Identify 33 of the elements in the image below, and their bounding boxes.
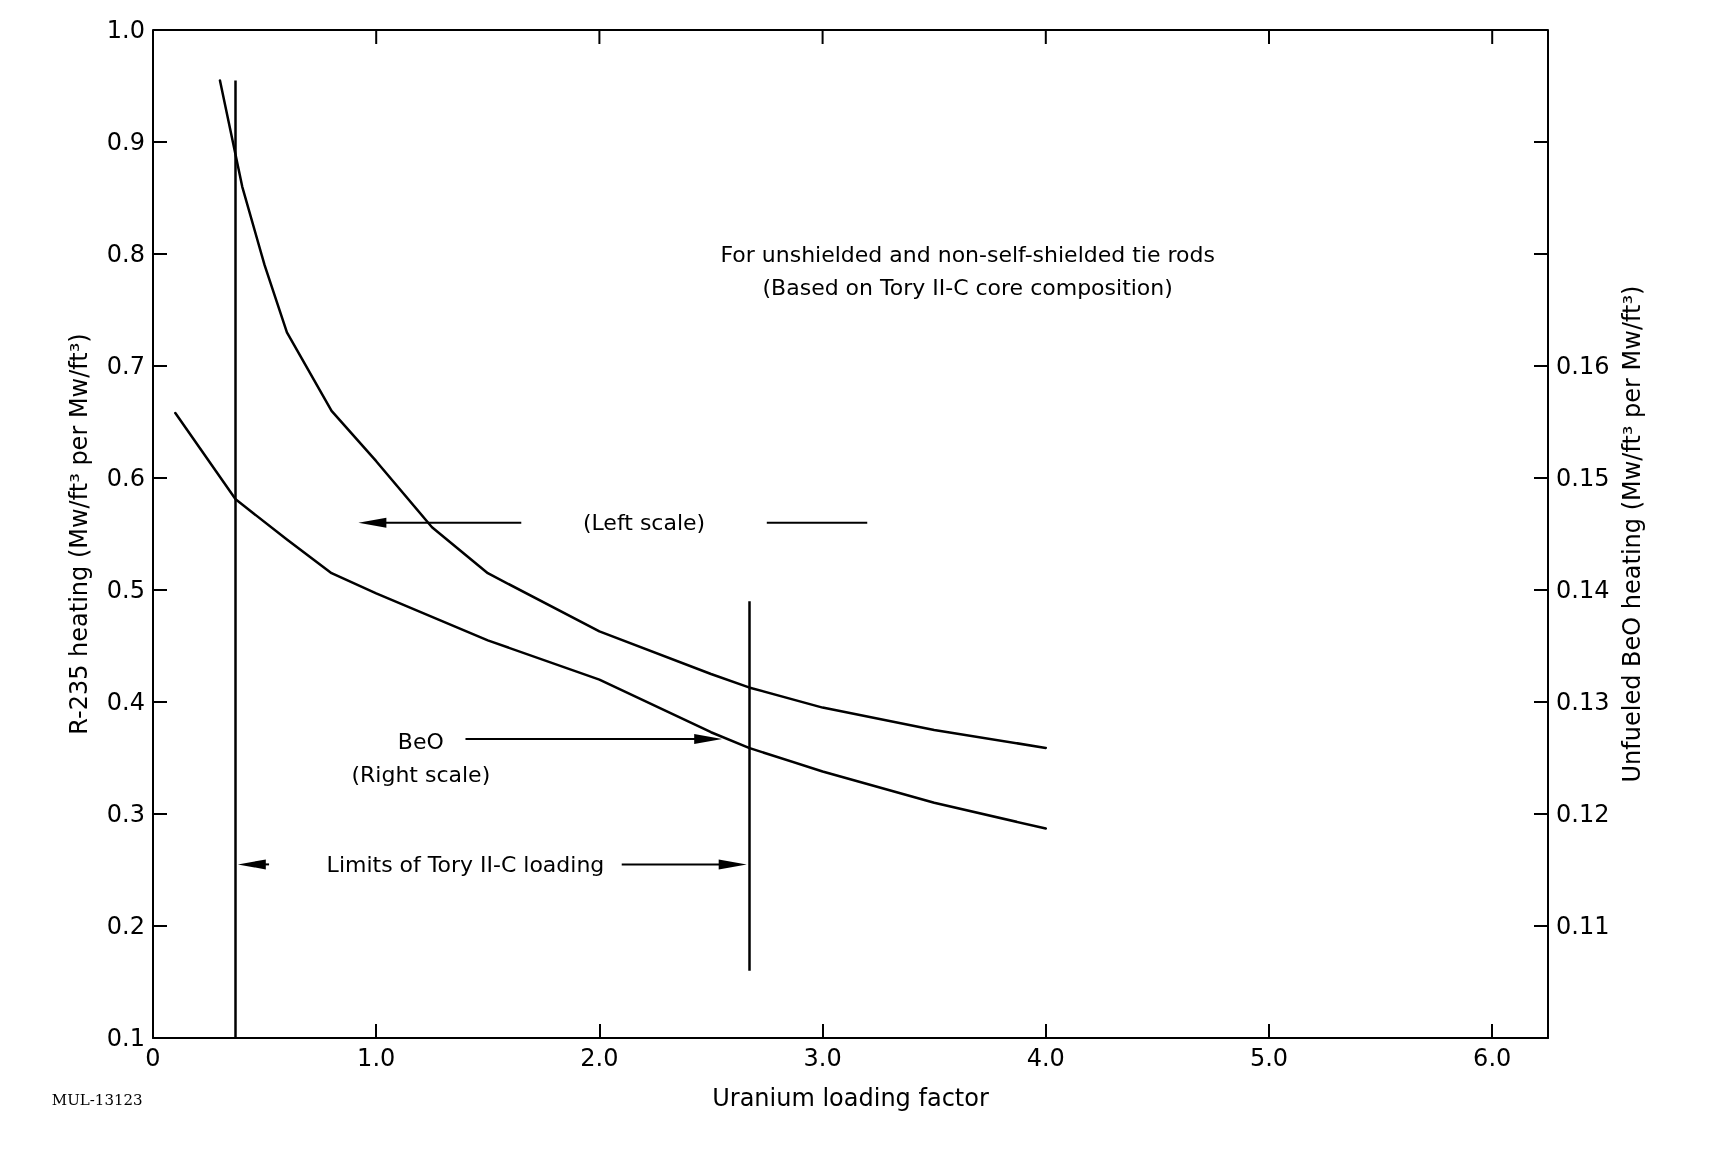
text: MUL-13123 <box>51 1090 143 1109</box>
y-tick-label: 0.6 <box>106 464 145 492</box>
x-tick-label: 4.0 <box>1026 1044 1065 1072</box>
y-tick-label: 0.7 <box>106 352 145 380</box>
x-tick-label: 6.0 <box>1473 1044 1512 1072</box>
y2-tick-label: 0.11 <box>1556 912 1610 940</box>
y-tick-label: 0.5 <box>106 576 145 604</box>
annotation: For unshielded and non-self-shielded tie rods <box>720 241 1215 267</box>
y-tick-label: 0.3 <box>106 800 145 828</box>
y-tick-label: 0.8 <box>106 240 145 268</box>
annotation: (Left scale) <box>582 510 706 536</box>
x-tick-label: 5.0 <box>1249 1044 1289 1072</box>
x-axis-title: Uranium loading factor <box>712 1084 989 1112</box>
y-tick-label: 0.4 <box>106 688 145 716</box>
y2-tick-label: 0.12 <box>1556 800 1610 828</box>
y-tick-label: 0.2 <box>106 912 145 940</box>
x-tick-label: 1.0 <box>357 1044 396 1072</box>
y-tick-label: 1.0 <box>106 16 145 44</box>
y-tick-label: 0.1 <box>106 1024 145 1052</box>
annotation: (Based on Tory II-C core composition) <box>762 275 1173 301</box>
y-axis-title: R-235 heating (Mw/ft³ per Mw/ft³) <box>65 333 93 735</box>
y2-tick-label: 0.14 <box>1556 576 1610 604</box>
y2-tick-label: 0.15 <box>1556 464 1610 492</box>
annotation: Limits of Tory II-C loading <box>326 851 605 877</box>
y2-axis-title: Unfueled BeO heating (Mw/ft³ per Mw/ft³) <box>1618 285 1647 783</box>
x-tick-label: 3.0 <box>803 1044 842 1072</box>
y2-tick-label: 0.16 <box>1556 352 1610 380</box>
annotation: (Right scale) <box>351 762 491 788</box>
y-tick-label: 0.9 <box>106 128 145 156</box>
text: BeO <box>397 728 444 754</box>
y2-tick-label: 0.13 <box>1556 688 1610 716</box>
x-tick-label: 0 <box>145 1044 161 1072</box>
x-tick-label: 2.0 <box>580 1044 619 1072</box>
